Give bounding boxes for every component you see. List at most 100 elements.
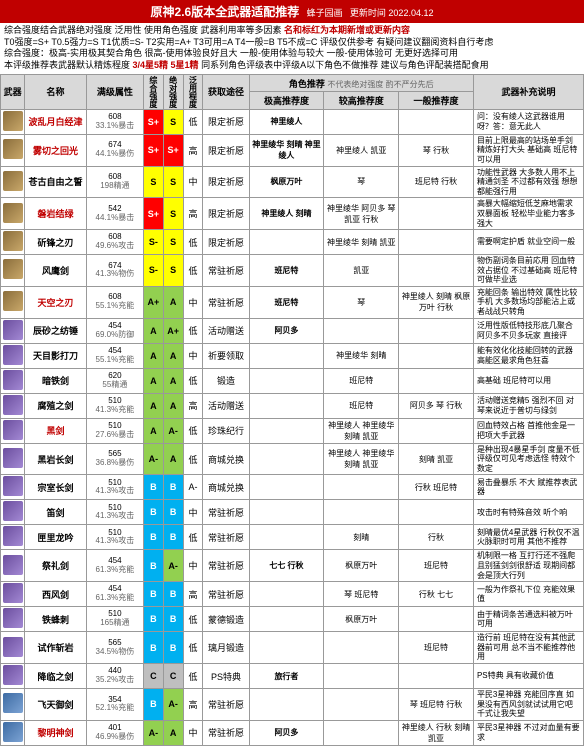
role-low: 行秋 七七: [399, 582, 474, 607]
role-mid: 神里绫华 阿贝多 琴 凯亚 行秋: [324, 198, 399, 230]
usage-rate: 低: [183, 318, 203, 343]
tier-absolute: A: [163, 286, 183, 318]
weapon-name: 波乱月白经津: [25, 109, 87, 134]
role-low: [399, 343, 474, 368]
weapon-note: PS特典 具有收藏价值: [473, 664, 583, 689]
table-row: 磐岩结绿54244.1%暴击S+S高限定祈愿神里绫人 刻晴神里绫华 阿贝多 琴 …: [1, 198, 584, 230]
weapon-name: 天空之刃: [25, 286, 87, 318]
weapon-icon-cell: [1, 582, 25, 607]
weapon-icon-cell: [1, 720, 25, 745]
weapon-icon-cell: [1, 230, 25, 255]
source: 常驻祈愿: [203, 689, 249, 721]
role-low: 琴 班尼特 行秋: [399, 689, 474, 721]
weapon-icon-cell: [1, 198, 25, 230]
weapon-icon: [3, 722, 23, 742]
table-row: 笛剑51041.3%攻击BB中常驻祈愿攻击时有特殊音效 听个响: [1, 500, 584, 525]
sub-line2-prefix: T0强度=S+ T0.5强力=S T1优质=S- T2实用=A+ T3可用=A …: [4, 37, 317, 47]
role-low: 刻晴 凯亚: [399, 443, 474, 475]
th-icon: 武器: [1, 74, 25, 109]
role-high: [249, 632, 324, 664]
table-row: 天空之刃60855.1%充能A+A中常驻祈愿班尼特琴神里绫人 刻晴 枫原万叶 行…: [1, 286, 584, 318]
usage-rate: 低: [183, 525, 203, 550]
source: 珍珠纪行: [203, 418, 249, 443]
source: 璃月锻造: [203, 632, 249, 664]
role-high: [249, 500, 324, 525]
source: 常驻祈愿: [203, 720, 249, 745]
table-row: 黑岩长剑56536.8%暴伤A-A低商城兑换神里绫人 神里绫华 刻晴 凯亚刻晴 …: [1, 443, 584, 475]
role-high: [249, 607, 324, 632]
weapon-table: 武器 名称 满级属性 综合强度 绝对强度 泛用程度 获取途径 角色推荐 不代表绝…: [0, 74, 584, 746]
weapon-name: 辰砂之纺锤: [25, 318, 87, 343]
tier-absolute: A: [163, 720, 183, 745]
weapon-stats: 56534.5%物伤: [86, 632, 143, 664]
source: 锻造: [203, 368, 249, 393]
role-mid: 枫原万叶: [324, 550, 399, 582]
weapon-icon-cell: [1, 550, 25, 582]
weapon-note: 攻击时有特殊音效 听个响: [473, 500, 583, 525]
weapon-icon-cell: [1, 134, 25, 166]
sub-line1: 综合强度结合武器绝对强度 泛用性 使用角色强度 武器利用率等多因素: [4, 25, 282, 35]
weapon-icon-cell: [1, 418, 25, 443]
role-low: [399, 664, 474, 689]
weapon-name: 西风剑: [25, 582, 87, 607]
usage-rate: 中: [183, 343, 203, 368]
weapon-icon: [3, 171, 23, 191]
weapon-note: 活动赠送竞精5 强烈不回 对琴来说近于普切与绿剑: [473, 393, 583, 418]
weapon-stats: 60849.6%攻击: [86, 230, 143, 255]
weapon-icon: [3, 203, 23, 223]
th-note: 武器补充说明: [473, 74, 583, 109]
tier-overall: S+: [143, 109, 163, 134]
weapon-stats: 45469.0%防御: [86, 318, 143, 343]
th-role-header-main: 角色推荐: [289, 79, 325, 89]
table-row: 苍古自由之誓608198精通SS中限定祈愿枫原万叶琴班尼特 行秋功能性武器 大多…: [1, 166, 584, 198]
weapon-stats: 56536.8%暴伤: [86, 443, 143, 475]
role-mid: 神里绫华 刻晴 凯亚: [324, 230, 399, 255]
tier-absolute: B: [163, 500, 183, 525]
th-usage: 泛用程度: [183, 74, 203, 109]
tier-absolute: A-: [163, 550, 183, 582]
tier-absolute: S: [163, 109, 183, 134]
tier-overall: S+: [143, 198, 163, 230]
weapon-icon-cell: [1, 689, 25, 721]
weapon-stats: 51027.6%暴击: [86, 418, 143, 443]
weapon-icon-cell: [1, 632, 25, 664]
th-role-header-sub: 不代表绝对强度 酌不严分先后: [327, 80, 433, 89]
weapon-name: 宗室长剑: [25, 475, 87, 500]
source: 限定祈愿: [203, 166, 249, 198]
usage-rate: A-: [183, 475, 203, 500]
weapon-note: 高暴大幅缩短低芝麻地需求 双暴面板 轻松毕业能力客多强大: [473, 198, 583, 230]
page-title: 原神2.6版本全武器适配推荐: [151, 5, 300, 19]
table-row: 飞天御剑35452.1%充能BA-高常驻祈愿琴 班尼特 行秋平民3星神器 充能回…: [1, 689, 584, 721]
role-high: [249, 368, 324, 393]
role-mid: [324, 632, 399, 664]
weapon-icon-cell: [1, 607, 25, 632]
usage-rate: 低: [183, 443, 203, 475]
table-row: 祭礼剑45461.3%充能BA-中常驻祈愿七七 行秋枫原万叶班尼特机制限一格 互…: [1, 550, 584, 582]
role-low: 班尼特: [399, 550, 474, 582]
tier-overall: B: [143, 689, 163, 721]
weapon-icon: [3, 420, 23, 440]
weapon-name: 祭礼剑: [25, 550, 87, 582]
source: PS特典: [203, 664, 249, 689]
role-high: [249, 443, 324, 475]
sub-line1-red: 名和标红为本期新增或更新内容: [284, 25, 410, 35]
weapon-icon: [3, 665, 23, 685]
source: 限定祈愿: [203, 198, 249, 230]
source: 常驻祈愿: [203, 286, 249, 318]
th-role-mid: 较高推荐度: [324, 92, 399, 110]
role-mid: [324, 720, 399, 745]
role-high: [249, 418, 324, 443]
weapon-name: 雾切之回光: [25, 134, 87, 166]
role-high: 神里绫华 刻晴 神里绫人: [249, 134, 324, 166]
tier-overall: A: [143, 393, 163, 418]
weapon-icon: [3, 501, 23, 521]
role-mid: 枫原万叶: [324, 607, 399, 632]
table-row: 黎明神剑40146.9%暴伤A-A中常驻祈愿阿贝多神里绫人 行秋 刻晴 凯亚平民…: [1, 720, 584, 745]
source: 活动赠送: [203, 318, 249, 343]
sub-line4-suffix: 同系列角色评级表中评级A以下角色不做推荐 建议与角色评配装搭配食用: [201, 60, 489, 70]
role-low: [399, 198, 474, 230]
weapon-note: 回血特效占格 首推他金是一把项大手武器: [473, 418, 583, 443]
th-role-low: 一般推荐度: [399, 92, 474, 110]
role-mid: [324, 664, 399, 689]
weapon-stats: 67441.3%物伤: [86, 255, 143, 287]
